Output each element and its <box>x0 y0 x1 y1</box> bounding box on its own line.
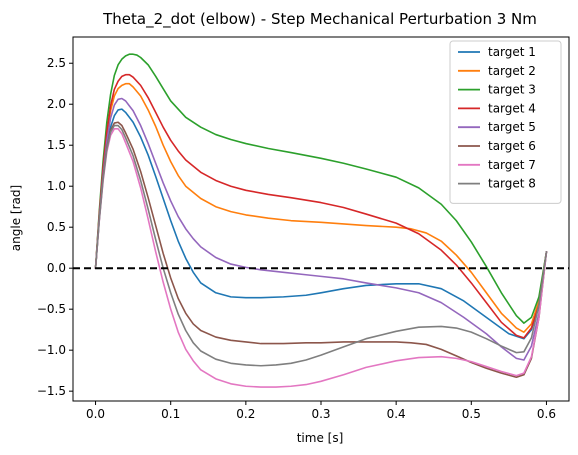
series-line-5 <box>94 97 548 361</box>
x-axis-ticks: 0.0 0.1 0.2 0.3 0.4 0.5 0.6 <box>86 401 556 421</box>
series-lines <box>94 53 548 388</box>
x-tick-label: 0.3 <box>311 407 330 421</box>
legend-label-3: target 3 <box>488 83 536 97</box>
x-tick-label: 0.4 <box>387 407 406 421</box>
x-tick-label: 0.0 <box>86 407 105 421</box>
x-tick-label: 0.5 <box>462 407 481 421</box>
y-axis-label: angle [rad] <box>9 185 23 251</box>
y-axis-ticks: −1.5 −1.0 −0.5 0.0 0.5 1.0 1.5 2.0 2.5 <box>37 56 73 398</box>
x-tick-label: 0.6 <box>537 407 556 421</box>
y-tick-label: 1.0 <box>47 179 66 193</box>
series-line-2 <box>94 82 548 333</box>
legend-box <box>449 40 562 204</box>
legend-label-1: target 1 <box>488 45 536 59</box>
x-tick-label: 0.1 <box>161 407 180 421</box>
legend-label-8: target 8 <box>488 177 536 191</box>
legend-label-2: target 2 <box>488 64 536 78</box>
y-tick-label: −0.5 <box>37 302 66 316</box>
legend-label-4: target 4 <box>488 101 536 115</box>
y-tick-label: 2.5 <box>47 56 66 70</box>
x-tick-label: 0.2 <box>236 407 255 421</box>
x-axis-label: time [s] <box>297 431 344 445</box>
legend: target 1 target 2 target 3 target 4 target 5… <box>449 40 562 204</box>
series-line-4 <box>94 73 548 339</box>
y-tick-label: 2.0 <box>47 97 66 111</box>
y-tick-label: −1.5 <box>37 384 66 398</box>
y-tick-label: 1.5 <box>47 138 66 152</box>
series-line-8 <box>94 124 548 367</box>
legend-label-5: target 5 <box>488 120 536 134</box>
series-line-7 <box>94 128 548 388</box>
chart-title: Theta_2_dot (elbow) - Step Mechanical Pe… <box>102 10 537 29</box>
legend-label-6: target 6 <box>488 139 536 153</box>
series-line-3 <box>94 53 548 324</box>
y-tick-label: −1.0 <box>37 343 66 357</box>
y-tick-label: 0.0 <box>47 261 66 275</box>
y-tick-label: 0.5 <box>47 220 66 234</box>
series-line-1 <box>94 108 548 340</box>
legend-label-7: target 7 <box>488 158 536 172</box>
series-line-6 <box>94 121 548 379</box>
